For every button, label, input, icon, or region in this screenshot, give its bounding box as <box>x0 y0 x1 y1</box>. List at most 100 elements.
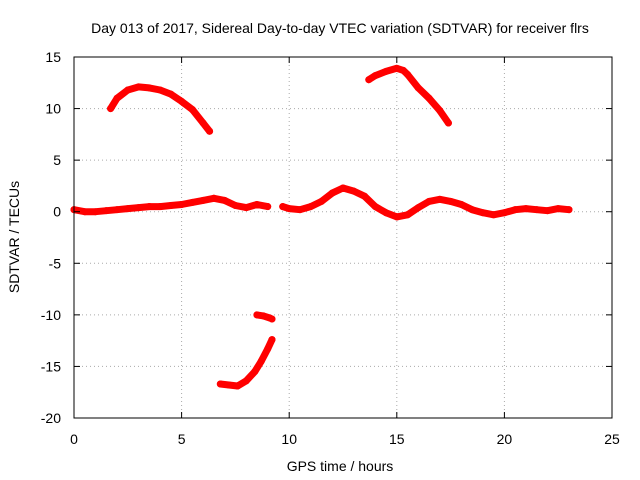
data-point <box>234 382 242 390</box>
data-point <box>206 127 214 135</box>
data-point <box>436 107 444 115</box>
data-point <box>285 205 293 213</box>
data-point <box>533 206 541 214</box>
data-point <box>328 189 336 197</box>
data-point <box>444 119 452 127</box>
x-tick-label: 10 <box>281 431 297 447</box>
data-point <box>199 196 207 204</box>
data-point <box>221 196 229 204</box>
data-point <box>371 203 379 211</box>
x-tick-label: 25 <box>604 431 620 447</box>
data-point <box>178 200 186 208</box>
data-point <box>511 206 519 214</box>
data-point <box>178 97 186 105</box>
data-point <box>188 106 196 114</box>
series-layer <box>70 64 573 390</box>
data-point <box>264 345 272 353</box>
data-point <box>188 198 196 206</box>
chart-title: Day 013 of 2017, Sidereal Day-to-day VTE… <box>91 20 589 36</box>
data-point <box>279 203 287 211</box>
x-tick-label: 15 <box>389 431 405 447</box>
data-point <box>124 205 132 213</box>
data-point <box>339 184 347 192</box>
data-point <box>124 86 132 94</box>
data-point <box>145 203 153 211</box>
data-point <box>135 204 143 212</box>
x-tick-label: 20 <box>497 431 513 447</box>
data-point <box>307 203 315 211</box>
data-point <box>425 94 433 102</box>
data-point <box>145 84 153 92</box>
data-point <box>436 195 444 203</box>
data-point <box>225 381 233 389</box>
data-point <box>167 90 175 98</box>
data-point <box>365 76 373 84</box>
data-point <box>393 64 401 72</box>
data-point <box>216 380 224 388</box>
y-tick-label: 5 <box>53 152 61 168</box>
data-point <box>113 94 121 102</box>
data-point <box>81 208 89 216</box>
data-point <box>350 187 358 195</box>
data-point <box>522 205 530 213</box>
y-tick-label: 0 <box>53 204 61 220</box>
data-point <box>404 71 412 79</box>
data-point <box>565 206 573 214</box>
y-axis-label: SDTVAR / TECUs <box>6 181 22 293</box>
data-point <box>231 202 239 210</box>
data-point <box>113 206 121 214</box>
data-point <box>317 197 325 205</box>
data-point <box>457 200 465 208</box>
data-point <box>253 200 261 208</box>
data-point <box>468 206 476 214</box>
y-tick-label: 10 <box>45 101 61 117</box>
data-point <box>404 211 412 219</box>
data-point <box>251 368 259 376</box>
y-tick-label: 15 <box>45 49 61 65</box>
data-point <box>156 203 164 211</box>
data-point <box>382 67 390 75</box>
data-point <box>167 202 175 210</box>
data-point <box>554 205 562 213</box>
y-tick-label: -10 <box>41 307 61 323</box>
data-point <box>253 311 261 319</box>
data-point <box>257 357 265 365</box>
x-tick-label: 5 <box>178 431 186 447</box>
data-point <box>156 86 164 94</box>
data-point <box>268 336 276 344</box>
data-point <box>296 206 304 214</box>
data-point <box>393 213 401 221</box>
data-point <box>199 119 207 127</box>
x-tick-label: 0 <box>70 431 78 447</box>
data-point <box>242 377 250 385</box>
data-point <box>382 209 390 217</box>
data-point <box>102 207 110 215</box>
data-point <box>414 204 422 212</box>
x-axis-label: GPS time / hours <box>287 458 394 474</box>
data-point <box>490 211 498 219</box>
data-point <box>268 315 276 323</box>
data-point <box>259 312 267 320</box>
data-point <box>543 207 551 215</box>
plot-frame <box>73 56 613 419</box>
data-point <box>500 209 508 217</box>
data-point <box>107 105 115 113</box>
data-point <box>425 197 433 205</box>
data-point <box>242 204 250 212</box>
y-tick-label: -15 <box>41 358 61 374</box>
grid <box>74 57 612 418</box>
data-point <box>447 197 455 205</box>
y-tick-label: -5 <box>49 255 62 271</box>
data-point <box>414 84 422 92</box>
data-point <box>361 192 369 200</box>
data-point <box>479 209 487 217</box>
ticks: 0 5 10 15 20 25 -20 -15 -10 -5 0 5 10 15 <box>41 49 620 447</box>
series-baseline <box>279 184 573 221</box>
data-point <box>210 194 218 202</box>
data-point <box>264 203 272 211</box>
data-point <box>92 208 100 216</box>
data-point <box>135 83 143 91</box>
data-point <box>371 72 379 80</box>
y-tick-label: -20 <box>41 410 61 426</box>
